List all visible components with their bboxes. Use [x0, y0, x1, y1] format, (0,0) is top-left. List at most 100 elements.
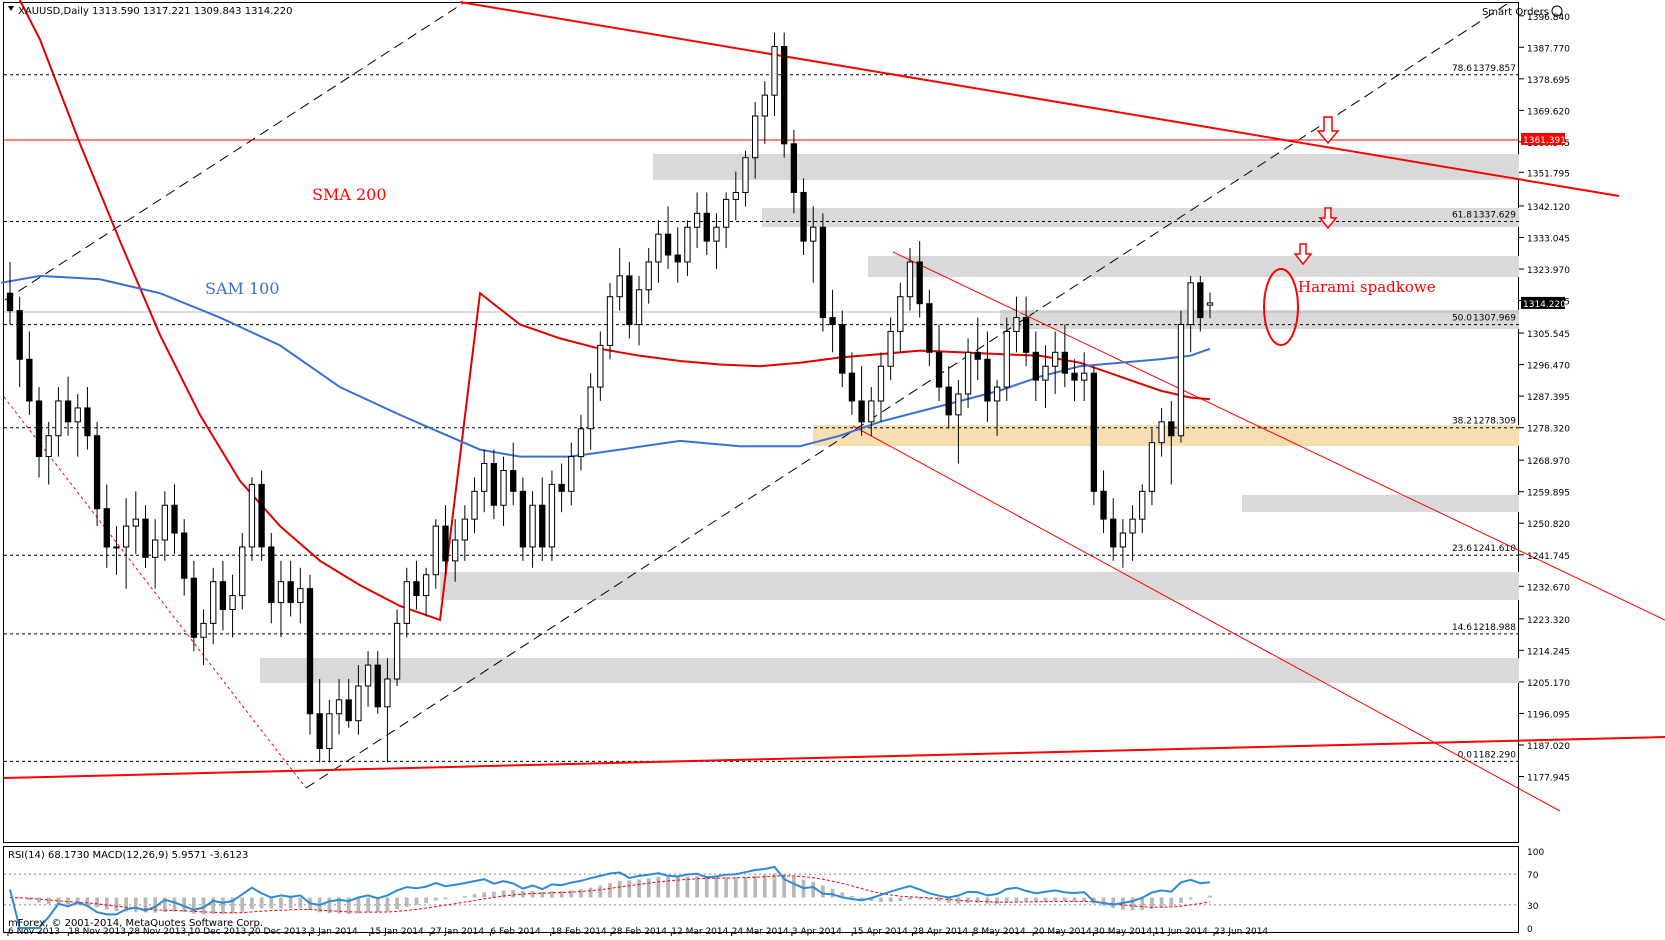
candle-bull: [897, 296, 904, 332]
indicator-pane: [4, 865, 1519, 929]
down-arrow-icon: [1318, 207, 1338, 230]
price-tick-label: 1396.840: [1527, 13, 1570, 23]
fib-value-label: 1307.969: [1473, 314, 1516, 324]
price-tick-label: 1296.470: [1527, 362, 1570, 372]
candle-bear: [268, 546, 275, 604]
zone-1212: [260, 658, 1519, 683]
fib-ratio-label: 23.6: [1452, 544, 1472, 554]
price-tick-label: 1287.395: [1527, 393, 1570, 403]
candle-bull: [422, 574, 430, 597]
fib-ratio-label: 61.8: [1452, 211, 1472, 221]
candle-bull: [297, 588, 304, 604]
candle-bull: [1119, 532, 1127, 548]
candle-bear: [1022, 317, 1030, 353]
candle-bull: [55, 400, 62, 437]
candle-bear: [1168, 421, 1175, 437]
fib-value-label: 1379.857: [1473, 64, 1516, 74]
candle-bull: [955, 393, 962, 416]
time-tick-label: 28 Nov 2013: [129, 927, 187, 936]
candle-bear: [84, 407, 91, 437]
time-tick-label: 18 Nov 2013: [68, 927, 126, 936]
candle-bull: [752, 115, 759, 159]
fib-ratio-label: 14.6: [1452, 623, 1472, 633]
candle-bear: [839, 324, 846, 374]
price-tick-label: 1259.895: [1527, 489, 1570, 499]
indicator-pane-frame: [3, 846, 1519, 933]
candle-bull: [355, 685, 362, 722]
price-tick-label: 1205.170: [1527, 679, 1570, 689]
candle-bear: [6, 292, 14, 312]
price-tick-label: 1305.545: [1527, 330, 1570, 340]
harami-label: Harami spadkowe: [1298, 278, 1436, 296]
indicator-tick-label: 70: [1527, 871, 1539, 881]
time-tick-label: 20 May 2014: [1033, 927, 1092, 936]
candle-bull: [452, 539, 459, 562]
candle-bear: [316, 713, 323, 750]
zone-1322: [868, 256, 1519, 277]
macd-signal-line: [9, 875, 1211, 914]
price-tick-label: 1250.820: [1527, 520, 1570, 530]
fib-value-label: 1278.309: [1473, 417, 1516, 427]
candle-bull: [1206, 302, 1214, 306]
smart-orders-icon[interactable]: [1551, 5, 1563, 17]
candle-bear: [974, 351, 981, 360]
time-tick-label: 10 Dec 2013: [189, 927, 247, 936]
candle-bull: [606, 296, 614, 346]
price-tick-label: 1369.620: [1527, 107, 1570, 117]
time-tick-label: 3 Jan 2014: [310, 927, 358, 936]
candle-bear: [1100, 490, 1107, 520]
candle-bull: [742, 157, 749, 193]
symbol-info: XAUUSD,Daily 1313.590 1317.221 1309.843 …: [18, 6, 292, 17]
long-dashed-channel-a: [4, 1, 466, 301]
candle-bull: [432, 525, 439, 576]
candle-bear: [181, 532, 188, 579]
candle-bear: [306, 588, 314, 715]
candle-bear: [1071, 372, 1078, 381]
time-tick-label: 27 Jan 2014: [430, 927, 484, 936]
down-arrow-icon: [1316, 116, 1340, 145]
candle-bull: [74, 407, 81, 423]
price-axis: 1396.8401387.7701378.6951369.6201360.545…: [1519, 13, 1570, 784]
candle-bear: [1197, 282, 1204, 319]
candle-bull: [364, 664, 372, 687]
zone-orange-1278: [813, 425, 1519, 446]
candle-bear: [819, 226, 827, 319]
candle-bear: [258, 483, 265, 548]
smart-orders-label[interactable]: Smart Orders: [1482, 7, 1549, 18]
candle-bear: [945, 386, 952, 416]
price-tick-label: 1241.745: [1527, 552, 1570, 562]
candle-bull: [810, 226, 817, 242]
candle-bull: [684, 226, 691, 263]
indicator-axis: 100 70 30 0: [1527, 848, 1544, 935]
candle-bull: [877, 365, 885, 402]
candle-bear: [442, 525, 449, 562]
candle-bull: [481, 463, 488, 492]
indicator-tick-label: 0: [1527, 925, 1533, 935]
price-tick-label: 1268.970: [1527, 457, 1570, 467]
candle-bear: [490, 463, 498, 506]
candle-bull: [248, 483, 256, 548]
candle-bear: [1032, 351, 1039, 381]
price-tick-label: 1351.795: [1527, 169, 1570, 179]
zone-1360: [653, 154, 1519, 180]
candle-bear: [519, 490, 527, 548]
candle-bear: [935, 351, 943, 388]
price-tick-label: 1387.770: [1527, 44, 1570, 54]
price-tick-label: 1333.045: [1527, 234, 1570, 244]
candle-bull: [577, 428, 585, 458]
fib-ratio-label: 38.2: [1452, 417, 1472, 427]
hline-price-tag: 1361.391: [1523, 136, 1566, 146]
candle-bear: [984, 358, 991, 402]
candle-bull: [45, 435, 52, 458]
time-tick-label: 6 Feb 2014: [490, 927, 541, 936]
time-tick-label: 24 Mar 2014: [732, 927, 789, 936]
candle-bear: [916, 261, 923, 305]
fib-ratio-label: 0.0: [1458, 750, 1473, 760]
candle-bull: [113, 546, 120, 549]
candle-bear: [510, 469, 517, 492]
time-tick-label: 20 Dec 2013: [249, 927, 307, 936]
candle-bear: [790, 143, 798, 193]
time-tick-label: 6 Nov 2013: [8, 927, 60, 936]
major-downtrend-line: [459, 1, 1620, 197]
